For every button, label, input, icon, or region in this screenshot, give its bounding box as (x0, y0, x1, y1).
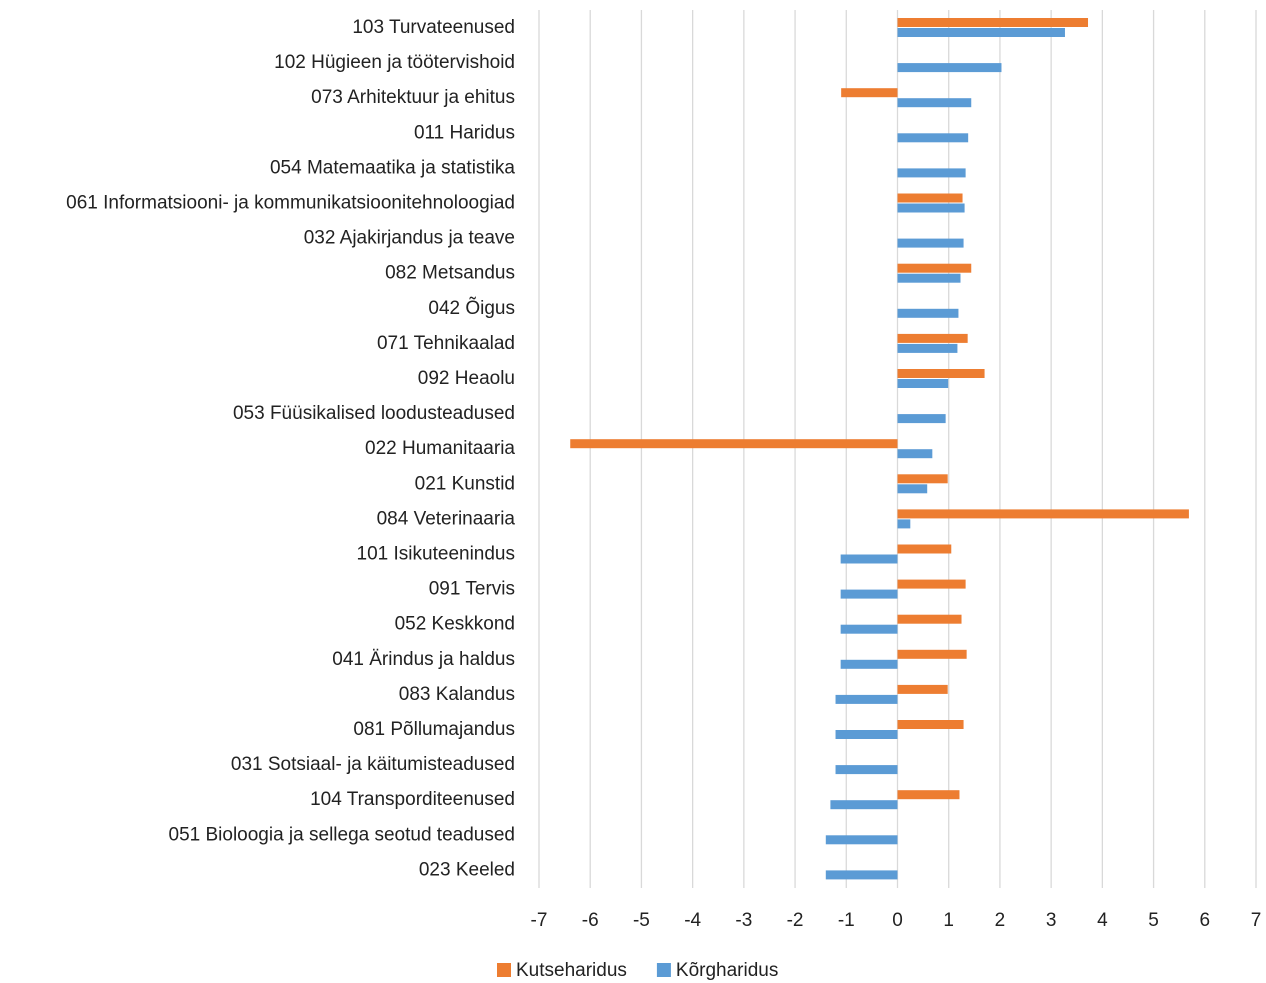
bar (897, 519, 911, 529)
bar (897, 509, 1189, 519)
y-tick-label: 081 Põllumajandus (353, 719, 515, 740)
y-tick-label: 054 Matemaatika ja statistika (270, 157, 515, 178)
y-tick-label: 022 Humanitaaria (365, 438, 515, 459)
bar (897, 343, 958, 353)
bar (897, 544, 952, 554)
bar (825, 870, 898, 880)
y-tick-label: 104 Transporditeenused (310, 789, 515, 810)
bar (897, 579, 966, 589)
legend-swatch (656, 963, 671, 977)
legend-swatch (497, 963, 511, 977)
bar (897, 790, 960, 800)
bar (897, 308, 959, 318)
y-tick-label: 092 Heaolu (418, 368, 515, 389)
x-tick-label: -5 (633, 910, 650, 931)
x-tick-label: -6 (582, 910, 599, 931)
bar (835, 765, 898, 775)
bar (897, 98, 972, 108)
y-tick-label: 103 Turvateenused (352, 17, 515, 38)
bar (897, 193, 963, 203)
bar (830, 800, 898, 810)
bar (897, 203, 965, 213)
bar (897, 649, 967, 659)
y-tick-label: 053 Füüsikalised loodusteadused (233, 403, 515, 424)
bar (897, 63, 1002, 73)
x-tick-label: -3 (735, 910, 752, 931)
x-tick-label: -2 (787, 910, 804, 931)
x-tick-label: 7 (1251, 910, 1262, 931)
bar (897, 263, 972, 273)
x-tick-label: -1 (838, 910, 855, 931)
y-tick-label: 102 Hügieen ja töötervishoid (274, 52, 515, 73)
y-tick-label: 083 Kalandus (399, 684, 515, 705)
bar (897, 484, 928, 494)
y-tick-label: 032 Ajakirjandus ja teave (304, 228, 515, 249)
x-tick-label: 3 (1046, 910, 1057, 931)
bar (840, 624, 898, 634)
bar (825, 835, 898, 845)
x-tick-label: -7 (531, 910, 548, 931)
bar (840, 554, 898, 564)
bar (897, 333, 968, 343)
y-tick-label: 101 Isikuteenindus (357, 544, 515, 565)
y-tick-label: 023 Keeled (419, 859, 515, 880)
y-tick-label: 052 Keskkond (395, 614, 515, 635)
y-tick-label: 041 Ärindus ja haldus (332, 649, 515, 670)
y-tick-label: 073 Arhitektuur ja ehitus (311, 87, 515, 108)
bar (897, 168, 966, 178)
x-tick-label: -4 (684, 910, 701, 931)
bar (897, 684, 948, 694)
y-tick-label: 071 Tehnikaalad (377, 333, 515, 354)
y-tick-label: 042 Õigus (428, 297, 515, 319)
bar (835, 694, 898, 704)
x-tick-label: 4 (1097, 910, 1108, 931)
y-tick-label: 082 Metsandus (385, 263, 515, 284)
y-tick-label: 031 Sotsiaal- ja käitumisteadused (231, 754, 515, 775)
x-tick-label: 6 (1199, 910, 1210, 931)
legend-label: Kutseharidus (516, 960, 627, 981)
bar (897, 449, 933, 459)
y-tick-label: 084 Veterinaaria (377, 508, 516, 529)
legend-label: Kõrgharidus (676, 960, 778, 981)
y-tick-label: 011 Haridus (414, 122, 515, 143)
y-tick-label: 021 Kunstid (415, 473, 515, 494)
bar (841, 88, 898, 98)
bar (570, 439, 898, 449)
x-tick-label: 5 (1148, 910, 1159, 931)
y-tick-label: 061 Informatsiooni- ja kommunikatsioonit… (66, 193, 515, 214)
bar (840, 589, 898, 599)
x-tick-label: 1 (943, 910, 954, 931)
bar (897, 133, 969, 143)
bar (840, 659, 898, 669)
y-tick-label: 051 Bioloogia ja sellega seotud teadused (169, 824, 516, 845)
bar (897, 720, 964, 729)
bar (897, 474, 948, 484)
bar (897, 614, 962, 624)
bar (897, 379, 949, 388)
bar (897, 28, 1065, 37)
x-tick-label: 2 (995, 910, 1006, 931)
x-tick-label: 0 (892, 910, 903, 931)
bar (897, 238, 964, 248)
bar (897, 369, 985, 378)
bar (897, 414, 946, 424)
bar (835, 730, 898, 739)
y-tick-label: 091 Tervis (429, 579, 515, 600)
bar (897, 18, 1089, 27)
bar (897, 273, 961, 283)
